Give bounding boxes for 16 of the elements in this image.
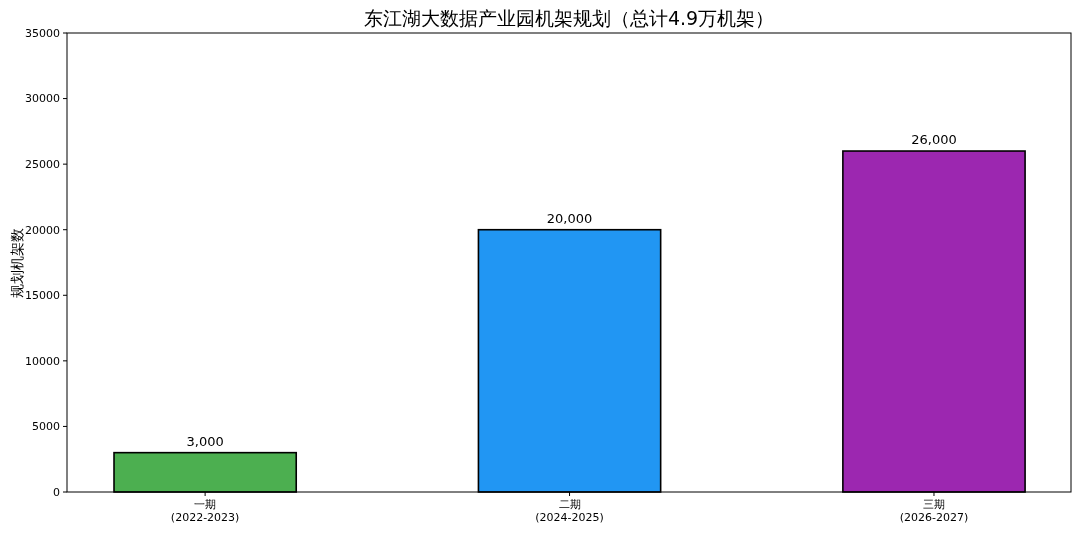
y-tick-label: 0	[53, 485, 60, 499]
x-tick-label: 二期 (2024-2025)	[535, 498, 604, 524]
x-tick-label: 三期 (2026-2027)	[899, 498, 969, 524]
data-label: 3,000	[186, 433, 224, 449]
y-tick-label: 30000	[25, 92, 60, 106]
y-tick-label: 25000	[25, 157, 60, 171]
y-tick-label: 35000	[25, 26, 60, 40]
x-tick-label: 一期 (2022-2023)	[170, 498, 240, 524]
chart-title: 东江湖大数据产业园机架规划（总计4.9万机架）	[363, 7, 775, 29]
data-label: 26,000	[911, 132, 957, 148]
y-axis-title: 规划机架数	[9, 227, 25, 298]
y-tick-label: 20000	[25, 223, 60, 237]
data-label: 20,000	[546, 210, 593, 226]
y-tick-label: 5000	[32, 420, 60, 434]
y-tick-label: 15000	[25, 289, 60, 303]
y-tick-label: 10000	[25, 354, 60, 368]
